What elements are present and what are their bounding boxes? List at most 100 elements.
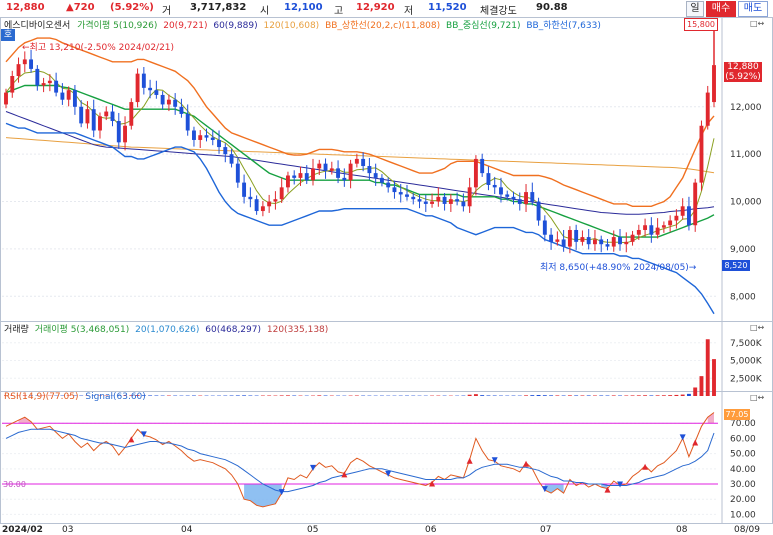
candle-up [273,199,278,202]
volume-bar [643,395,648,396]
volume-bar [636,395,641,396]
candle-up [661,225,666,228]
candle-up [10,76,15,93]
rsi-buy-marker [523,460,530,467]
candle-down [91,109,96,131]
candle-up [4,92,8,105]
candle-down [373,173,378,178]
volume-bar [699,376,704,396]
candle-down [492,184,497,188]
strength-label: 체결강도 [480,6,517,17]
candle-up [580,237,585,242]
price-change-pct: (5.92%) [110,2,154,13]
volume-bar [285,395,290,396]
candle-down [549,234,554,242]
volume-label: 거 [162,6,172,17]
rsi-buy-marker [341,471,348,478]
candle-up [16,64,21,77]
candle-up [555,239,560,242]
day-button[interactable]: 일 [686,1,704,17]
rsi-tick-label: 40.00 [730,465,756,475]
stock-chart: 8,000 9,000 10,000 11,000 12,000 2,500K 5,000K… [0,17,773,524]
candle-down [179,106,184,114]
volume-bar [580,395,585,396]
price-tick-label: 9,000 [730,245,756,255]
sell-button[interactable]: 매도 [738,1,768,17]
candle-up [680,206,685,216]
rsi-buy-marker [128,436,135,443]
rsi-tick-label: 30.00 [730,480,756,490]
volume-value: 3,717,832 [190,2,247,13]
candle-down [217,139,221,148]
volume-tick-label: 2,500K [730,374,763,384]
bb-upper-line [5,37,715,208]
volume-bar [655,395,660,396]
candle-up [712,65,716,103]
rsi-buy-marker [642,463,649,470]
open-label: 시 [260,6,270,17]
candle-up [643,225,648,230]
candle-down [361,158,366,167]
volume-bar [536,395,541,396]
rsi-line [5,412,715,508]
candle-up [329,168,334,171]
low-value: 11,520 [428,2,467,13]
buy-button[interactable]: 매수 [706,1,736,17]
candle-down [517,199,522,204]
candle-up [705,92,710,126]
rsi-sell-marker [491,457,498,464]
candle-down [386,182,391,188]
volume-bar [693,387,698,396]
candle-up [567,229,572,247]
rsi-sell-marker [541,486,548,493]
candle-down [292,175,297,178]
volume-bar [524,395,528,396]
candle-up [317,163,322,169]
candle-up [279,187,284,200]
candle-down [116,121,121,143]
price-tick-label: 11,000 [730,150,762,160]
candle-up [129,102,134,126]
candle-down [379,177,384,183]
candle-up [354,158,359,164]
volume-bar [630,395,635,396]
volume-bar [705,339,710,396]
candle-down [154,90,159,95]
volume-bar [586,395,591,396]
candle-up [198,135,203,140]
candle-down [423,201,428,204]
volume-bar [712,359,716,396]
bb-middle-line [5,84,715,238]
candle-up [699,125,704,183]
candle-up [448,199,453,204]
candle-down [35,68,40,86]
panel-frame [0,17,773,324]
volume-bar [242,395,247,396]
candle-up [668,220,673,226]
candle-down [304,173,309,181]
candle-down [173,99,178,107]
candle-up [135,73,140,103]
candle-up [104,111,109,117]
candle-down [210,137,215,140]
candle-up [674,215,679,221]
volume-bar [22,395,27,396]
candle-down [242,182,247,197]
volume-bar [4,395,8,396]
volume-bar [129,395,134,396]
price-change: ▲720 [66,2,95,13]
candle-up [123,125,127,143]
rsi-sell-marker [617,481,624,488]
candle-up [693,182,698,226]
candle-down [185,113,190,131]
rsi-buy-marker [429,480,436,487]
rsi-buy-marker [604,486,611,493]
candle-down [60,92,65,100]
candle-up [524,192,528,204]
candle-down [618,237,622,245]
candle-up [41,83,46,86]
rsi-oversold-fill [544,484,564,494]
price-tick-label: 12,000 [730,103,762,113]
candle-down [29,59,34,69]
volume-bar [574,395,579,396]
